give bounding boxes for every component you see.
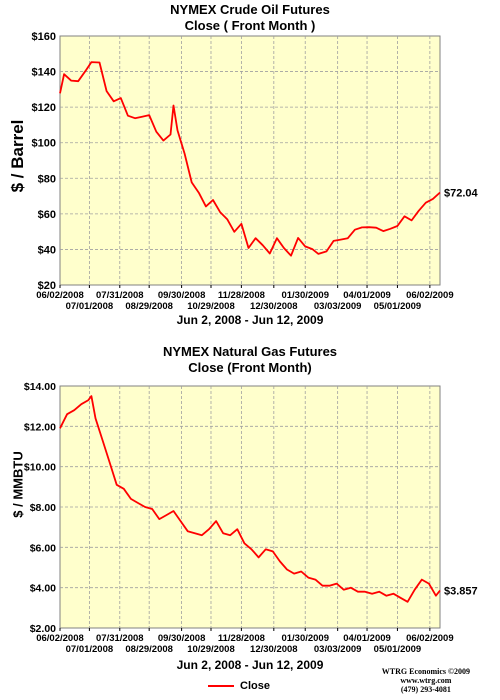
gas-chart: NYMEX Natural Gas Futures Close (Front M… [0, 342, 500, 672]
gas-title-line1: NYMEX Natural Gas Futures [162, 344, 338, 359]
gas-x-tick-label: 07/01/2008 [66, 644, 114, 655]
oil-x-tick-label: 07/01/2008 [66, 301, 114, 312]
oil-x-tick-label: 03/03/2009 [314, 301, 362, 312]
oil-y-tick-label: $40 [38, 244, 56, 256]
credit-line1: WTRG Economics ©2009 [381, 667, 470, 676]
gas-y-tick-label: $14.00 [24, 381, 56, 393]
oil-chart: NYMEX Crude Oil Futures Close ( Front Mo… [0, 0, 500, 345]
oil-x-tick-label: 11/28/2008 [218, 290, 265, 301]
credit-line3: (479) 293-4081 [400, 685, 451, 694]
oil-y-tick-label: $140 [32, 67, 56, 79]
gas-y-tick-label: $10.00 [24, 462, 56, 474]
gas-chart-title: NYMEX Natural Gas Futures Close (Front M… [60, 344, 440, 376]
oil-series-line-close [59, 61, 441, 257]
gas-x-tick-label: 06/02/2009 [406, 633, 454, 644]
gas-x-tick-label: 08/29/2008 [125, 644, 173, 655]
gas-y-tick-label: $4.00 [30, 583, 56, 595]
gas-y-tick-label: $6.00 [30, 542, 56, 554]
gas-series-line-close [59, 395, 441, 603]
oil-title-line2: Close ( Front Month ) [184, 18, 316, 33]
gas-title-line2: Close (Front Month) [188, 360, 312, 375]
legend-label: Close [240, 680, 270, 692]
oil-x-tick-label: 08/29/2008 [125, 301, 173, 312]
oil-x-tick-label: 04/01/2009 [343, 290, 391, 301]
gas-x-tick-label: 01/30/2009 [281, 633, 329, 644]
oil-y-tick-label: $60 [38, 209, 56, 221]
oil-y-tick-label: $120 [32, 102, 56, 114]
oil-chart-title: NYMEX Crude Oil Futures Close ( Front Mo… [60, 2, 440, 34]
oil-last-value-label: $72.04 [444, 188, 479, 200]
credit-line2: www.wtrg.com [400, 676, 452, 685]
oil-y-tick-label: $80 [38, 173, 56, 185]
oil-plot-area [59, 35, 441, 286]
oil-date-range: Jun 2, 2008 - Jun 12, 2009 [176, 313, 324, 327]
oil-x-tick-label: 10/29/2008 [187, 301, 235, 312]
oil-x-tick-label: 06/02/2008 [36, 290, 84, 301]
oil-plot-svg: $20$40$60$80$100$120$140$16006/02/200807… [32, 31, 479, 312]
gas-plot-svg: $2.00 $4.00 $6.00 $8.00 $10.00 $12.00 $14.00 06… [24, 381, 478, 655]
gas-x-tick-label: 12/30/2008 [250, 644, 298, 655]
legend-line-swatch [208, 685, 234, 687]
gas-x-tick-label: 04/01/2009 [343, 633, 391, 644]
legend: Close [208, 680, 270, 692]
gas-y-tick-label: $12.00 [24, 421, 56, 433]
gas-x-tick-label: 07/31/2008 [96, 633, 144, 644]
oil-y-tick-label: $100 [32, 138, 56, 150]
oil-x-tick-label: 06/02/2009 [406, 290, 454, 301]
gas-y-tick-label: $8.00 [30, 502, 56, 514]
gas-date-range: Jun 2, 2008 - Jun 12, 2009 [176, 658, 324, 672]
gas-x-tick-label: 10/29/2008 [187, 644, 235, 655]
oil-x-tick-label: 07/31/2008 [96, 290, 144, 301]
gas-x-tick-label: 06/02/2008 [36, 633, 84, 644]
oil-y-tick-label: $160 [32, 31, 56, 43]
oil-x-tick-label: 12/30/2008 [250, 301, 298, 312]
gas-x-tick-label: 05/01/2009 [374, 644, 422, 655]
oil-x-tick-label: 01/30/2009 [281, 290, 329, 301]
gas-y-tick-label: $2.00 [30, 623, 56, 635]
oil-x-tick-label: 09/30/2008 [158, 290, 206, 301]
gas-x-tick-label: 03/03/2009 [314, 644, 362, 655]
oil-y-tick-label: $20 [38, 280, 56, 292]
oil-title-line1: NYMEX Crude Oil Futures [170, 2, 330, 17]
gas-x-tick-label: 11/28/2008 [218, 633, 265, 644]
oil-x-tick-label: 05/01/2009 [374, 301, 422, 312]
gas-last-value-label: $3.857 [444, 585, 478, 597]
gas-x-tick-label: 09/30/2008 [158, 633, 206, 644]
credit-block: WTRG Economics ©2009 www.wtrg.com (479) … [382, 667, 470, 694]
